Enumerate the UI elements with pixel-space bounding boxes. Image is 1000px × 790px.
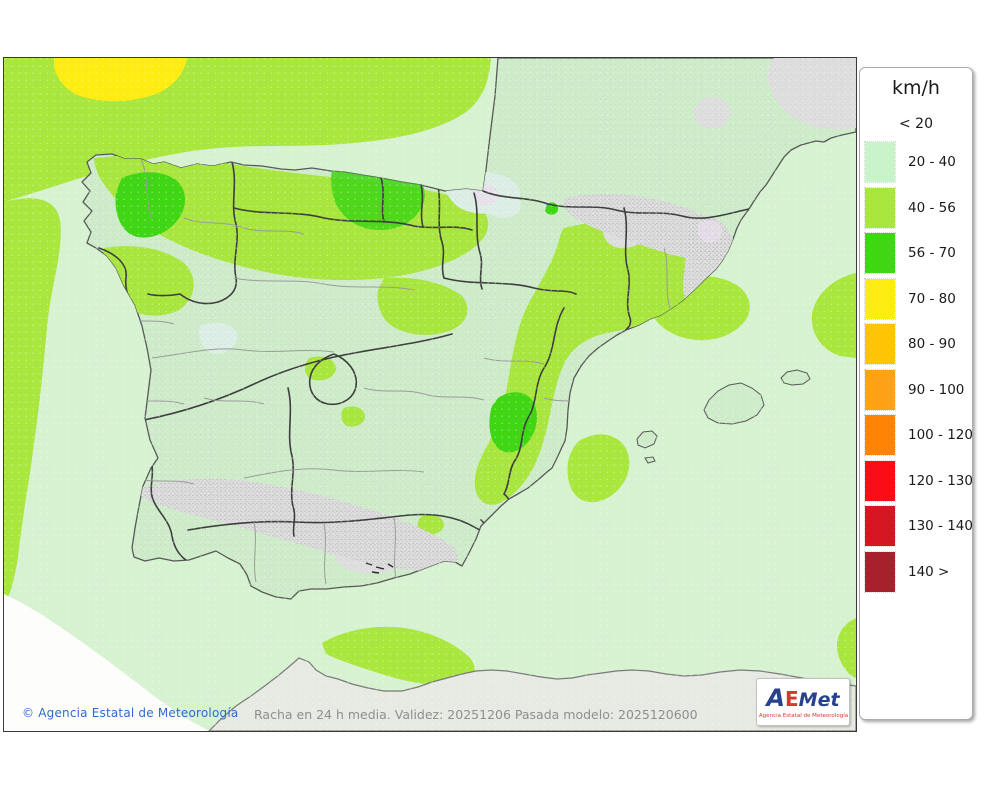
legend-row: 100 - 120 xyxy=(864,414,973,456)
legend-row: 70 - 80 xyxy=(864,277,973,320)
map-canvas xyxy=(4,58,856,731)
legend-row: 90 - 100 xyxy=(864,368,973,411)
legend-label: 130 - 140 xyxy=(908,518,973,534)
aemet-logo: AEMet Agencia Estatal de Meteorología xyxy=(756,678,850,726)
legend-row: 40 - 56 xyxy=(864,186,973,229)
legend-label: 90 - 100 xyxy=(908,381,965,398)
legend-title: km/h xyxy=(892,77,940,99)
legend-label: 70 - 80 xyxy=(908,290,956,307)
map-caption: Racha en 24 h media. Validez: 20251206 P… xyxy=(254,707,698,722)
legend-swatch-40-56 xyxy=(864,186,896,229)
aemet-logo-letter-a: A xyxy=(766,683,785,712)
legend-swatch-140-plus xyxy=(864,550,896,593)
legend-label: 40 - 56 xyxy=(908,199,956,216)
legend-swatch-80-90 xyxy=(864,323,896,365)
legend-swatch-90-100 xyxy=(864,368,896,411)
legend-row: 20 - 40 xyxy=(864,141,973,183)
legend-label: 120 - 130 xyxy=(908,472,973,489)
aemet-logo-letters-met: Met xyxy=(798,688,840,711)
legend-swatch-56-70 xyxy=(864,232,896,274)
legend-label: 140 > xyxy=(908,563,950,580)
legend-swatch-120-130 xyxy=(864,459,896,502)
legend-label: 20 - 40 xyxy=(908,154,956,170)
legend-label: 56 - 70 xyxy=(908,245,956,261)
legend-row: 140 > xyxy=(864,550,973,593)
legend-panel: km/h < 20 20 - 40 40 - 56 56 - 70 70 - 8… xyxy=(859,67,973,720)
legend-row: 56 - 70 xyxy=(864,232,973,274)
legend-swatch-130-140 xyxy=(864,505,896,547)
legend-row: 130 - 140 xyxy=(864,505,973,547)
legend-swatch-70-80 xyxy=(864,277,896,320)
legend-swatch-100-120 xyxy=(864,414,896,456)
legend-swatch-20-40 xyxy=(864,141,896,183)
legend-label: 80 - 90 xyxy=(908,336,956,352)
legend-row: 80 - 90 xyxy=(864,323,973,365)
legend-no-data-label: < 20 xyxy=(899,116,933,132)
aemet-logo-letter-e: E xyxy=(785,686,799,711)
aemet-logo-word: AEMet xyxy=(766,686,839,710)
legend-list: 20 - 40 40 - 56 56 - 70 70 - 80 80 - 90 … xyxy=(864,141,973,597)
legend-row: 120 - 130 xyxy=(864,459,973,502)
copyright-text: © Agencia Estatal de Meteorología xyxy=(22,706,239,720)
sea-stipple xyxy=(4,58,856,731)
legend-label: 100 - 120 xyxy=(908,427,973,443)
aemet-logo-subtitle: Agencia Estatal de Meteorología xyxy=(758,711,848,719)
weather-map: © Agencia Estatal de Meteorología Racha … xyxy=(3,57,857,732)
